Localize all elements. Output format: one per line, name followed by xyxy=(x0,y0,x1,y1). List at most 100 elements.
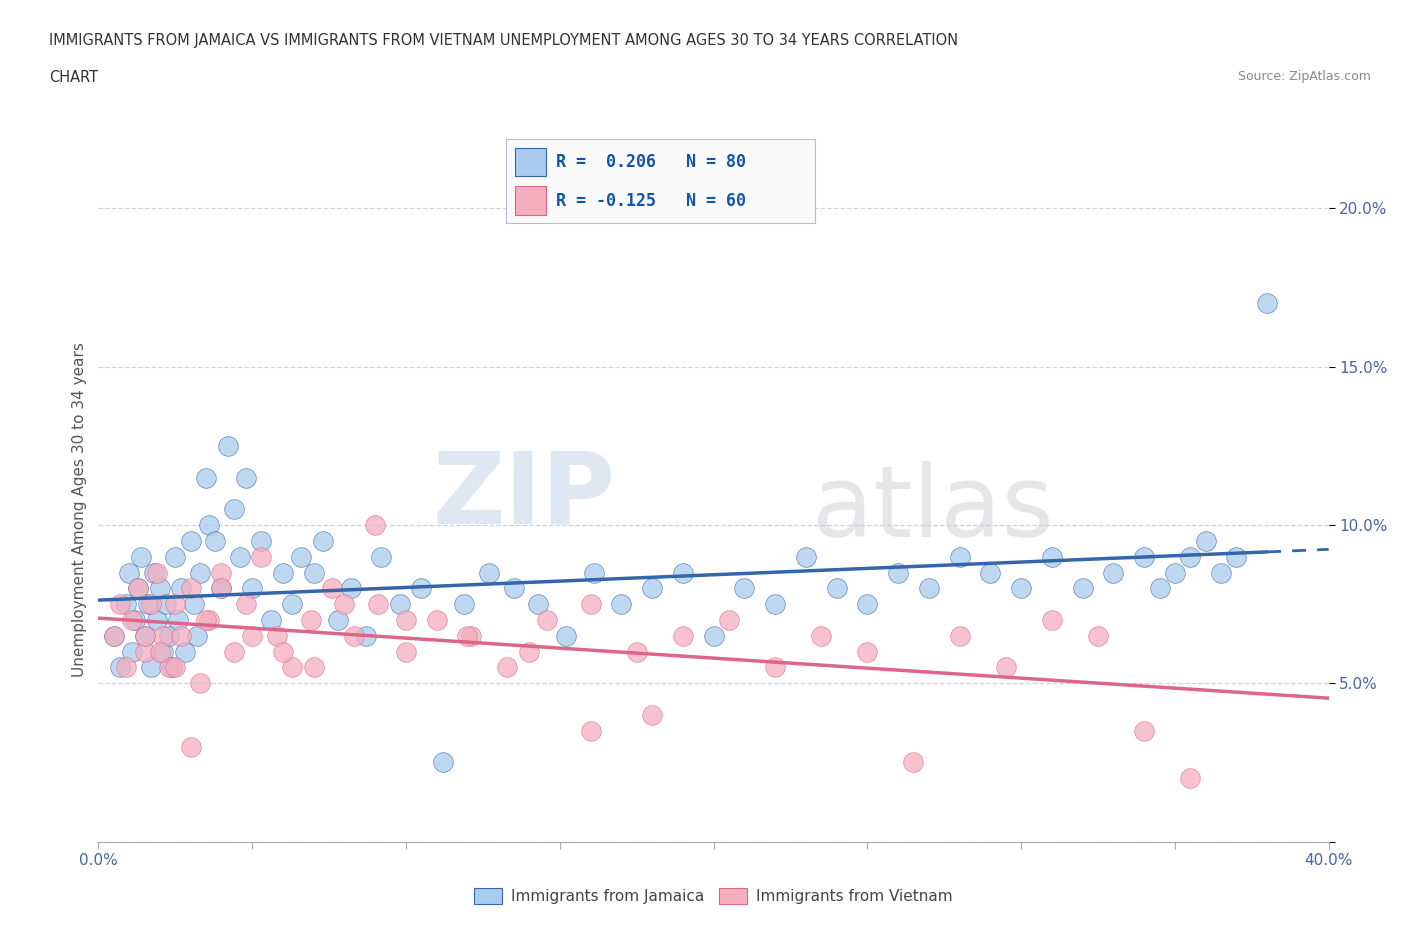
Point xyxy=(204,534,226,549)
Point xyxy=(1180,550,1202,565)
Point xyxy=(134,644,156,659)
Point xyxy=(456,629,478,644)
Point xyxy=(763,660,786,675)
Point xyxy=(1256,296,1278,311)
Point xyxy=(733,581,755,596)
Point xyxy=(763,597,786,612)
Point xyxy=(339,581,361,596)
Point xyxy=(903,755,925,770)
Point xyxy=(395,644,418,659)
Point xyxy=(180,581,202,596)
Point xyxy=(170,581,193,596)
Point xyxy=(810,629,832,644)
Text: ZIP: ZIP xyxy=(432,447,616,544)
Point xyxy=(672,565,695,580)
Point xyxy=(165,597,187,612)
Point xyxy=(312,534,335,549)
Point xyxy=(152,629,174,644)
Bar xyxy=(516,186,547,215)
Point xyxy=(794,550,817,565)
Point xyxy=(370,550,392,565)
Point xyxy=(641,581,664,596)
Point xyxy=(411,581,433,596)
Point xyxy=(343,629,366,644)
Point xyxy=(240,629,263,644)
Point xyxy=(918,581,941,596)
Point xyxy=(856,597,879,612)
Point xyxy=(211,581,233,596)
Point xyxy=(139,660,162,675)
Point xyxy=(240,581,263,596)
Legend: Immigrants from Jamaica, Immigrants from Vietnam: Immigrants from Jamaica, Immigrants from… xyxy=(468,883,959,910)
Point xyxy=(235,470,257,485)
Point xyxy=(302,565,325,580)
Point xyxy=(222,502,245,517)
Point xyxy=(165,550,187,565)
Point xyxy=(825,581,848,596)
Point xyxy=(180,534,202,549)
Point xyxy=(195,470,218,485)
Point xyxy=(354,629,377,644)
Text: R = -0.125   N = 60: R = -0.125 N = 60 xyxy=(555,192,745,209)
Point xyxy=(165,660,187,675)
Point xyxy=(142,565,165,580)
Point xyxy=(426,613,449,628)
Point xyxy=(1133,550,1156,565)
Point xyxy=(103,629,125,644)
Point xyxy=(321,581,343,596)
Point xyxy=(134,629,156,644)
Point xyxy=(121,644,143,659)
Point xyxy=(134,629,156,644)
Point xyxy=(1102,565,1125,580)
Point xyxy=(1040,613,1063,628)
Point xyxy=(115,597,138,612)
Point xyxy=(579,597,602,612)
Point xyxy=(229,550,252,565)
Point xyxy=(127,581,149,596)
Point xyxy=(250,550,273,565)
Point xyxy=(167,613,190,628)
Point xyxy=(139,597,162,612)
Point xyxy=(1071,581,1094,596)
Point xyxy=(453,597,475,612)
Point xyxy=(328,613,350,628)
Point xyxy=(198,518,221,533)
Point xyxy=(217,438,239,453)
Point xyxy=(1195,534,1218,549)
Point xyxy=(198,613,221,628)
Point xyxy=(527,597,550,612)
Point xyxy=(1180,771,1202,786)
Point xyxy=(1040,550,1063,565)
Point xyxy=(188,565,211,580)
Point xyxy=(131,550,153,565)
Point xyxy=(162,660,183,675)
Point xyxy=(554,629,576,644)
Point xyxy=(672,629,695,644)
Point xyxy=(266,629,288,644)
Point xyxy=(271,644,294,659)
Point xyxy=(235,597,257,612)
Point xyxy=(1164,565,1187,580)
Point xyxy=(173,644,195,659)
Point xyxy=(157,629,180,644)
Point xyxy=(103,629,125,644)
Point xyxy=(641,708,664,723)
Point xyxy=(1209,565,1232,580)
Point xyxy=(118,565,141,580)
Point xyxy=(388,597,411,612)
Bar xyxy=(516,148,547,177)
Point xyxy=(146,613,169,628)
Point xyxy=(188,676,211,691)
Point xyxy=(949,550,972,565)
Point xyxy=(127,581,149,596)
Point xyxy=(536,613,558,628)
Point xyxy=(136,597,159,612)
Point xyxy=(121,613,143,628)
Point xyxy=(108,660,131,675)
Point xyxy=(271,565,294,580)
Point xyxy=(149,644,172,659)
Point xyxy=(432,755,454,770)
Text: atlas: atlas xyxy=(813,460,1053,558)
Point xyxy=(887,565,910,580)
Point xyxy=(496,660,519,675)
